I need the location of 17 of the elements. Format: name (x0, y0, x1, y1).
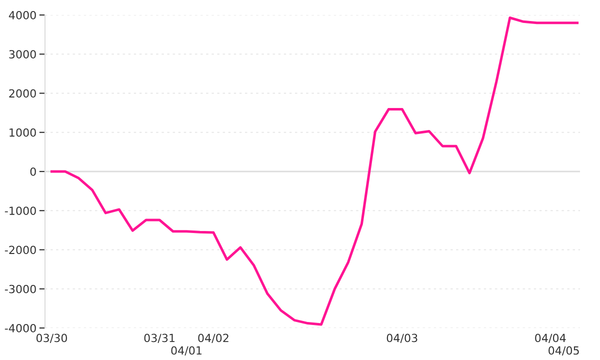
y-tick-label: 4000 (8, 10, 36, 20)
line-series (50, 16, 579, 326)
y-tick-label: -4000 (4, 324, 36, 332)
y-tick-label: 1000 (10, 128, 36, 137)
y-tick-label: -3000 (4, 284, 36, 294)
y-tick-label: 0 (30, 167, 36, 176)
x-tick-label: 04/01 (171, 346, 202, 356)
y-tick-label: -1000 (4, 206, 36, 216)
y-tick-label: 2000 (9, 89, 36, 98)
x-tick-label: 03/30 (36, 334, 68, 344)
x-tick-label: 03/31 (144, 334, 175, 344)
y-tick-label: -2000 (4, 246, 36, 254)
x-tick-label: 04/03 (386, 334, 418, 344)
x-tick-label: 04/05 (548, 346, 579, 356)
x-tick-label: 04/02 (198, 334, 228, 344)
x-tick-label: 04/04 (535, 334, 566, 344)
y-tick-label: 3000 (9, 50, 36, 59)
